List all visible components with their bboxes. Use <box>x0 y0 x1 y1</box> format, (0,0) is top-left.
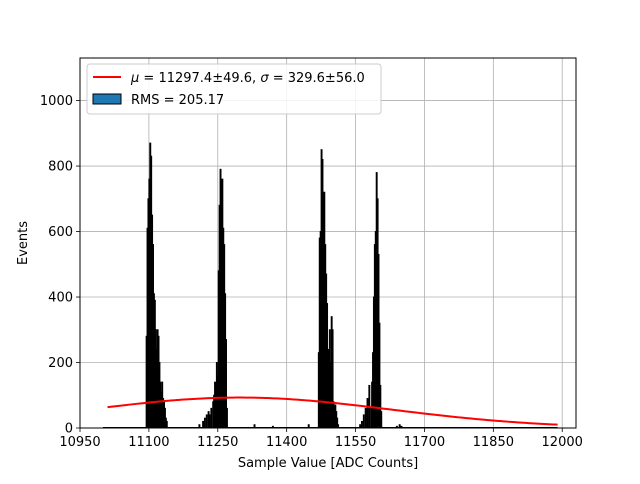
x-tick-label: 11700 <box>404 435 445 450</box>
legend-fit-label: μ = 11297.4±49.6, σ = 329.6±56.0 <box>130 71 365 86</box>
y-tick-label: 1000 <box>40 94 73 109</box>
fit-curve <box>107 396 558 426</box>
histogram-bar <box>205 414 208 429</box>
axes-frame <box>79 57 577 429</box>
x-tick-label: 11400 <box>266 435 307 450</box>
histogram-bars <box>102 142 558 429</box>
legend-mu-symbol: μ <box>130 71 139 86</box>
histogram-bar <box>210 407 213 429</box>
histogram-bar <box>362 414 365 429</box>
x-axis-ticks: 10950 11100 11250 11400 11550 11700 11850 12000 <box>59 428 583 450</box>
legend-sigma-symbol: σ <box>260 71 269 86</box>
x-tick-label: 10950 <box>59 435 100 450</box>
histogram-bar <box>366 398 369 429</box>
x-tick-label: 12000 <box>542 435 583 450</box>
histogram-bar <box>226 407 228 429</box>
y-axis-label: Events <box>16 221 31 265</box>
x-tick-label: 11550 <box>335 435 376 450</box>
y-tick-label: 0 <box>65 422 73 437</box>
legend-rms-patch-swatch <box>92 93 122 105</box>
legend-rms-label: RMS = 205.17 <box>131 93 224 108</box>
legend: μ = 11297.4±49.6, σ = 329.6±56.0 RMS = 2… <box>86 63 382 115</box>
histogram-bar <box>364 407 367 429</box>
y-tick-label: 600 <box>48 225 73 240</box>
fit-curve-group <box>107 396 558 426</box>
histogram-bar <box>208 414 211 429</box>
y-axis-ticks: 0 200 400 600 800 1000 <box>40 94 80 437</box>
x-tick-label: 11100 <box>128 435 169 450</box>
y-tick-label: 800 <box>48 160 73 175</box>
x-tick-label: 11850 <box>473 435 514 450</box>
x-axis-label: Sample Value [ADC Counts] <box>238 456 418 471</box>
legend-sigma-value: = 329.6±56.0 <box>269 71 365 86</box>
y-tick-label: 200 <box>48 356 73 371</box>
x-tick-label: 11250 <box>197 435 238 450</box>
legend-box <box>86 63 382 115</box>
histogram-bar <box>203 417 206 429</box>
histogram-bar <box>380 411 383 429</box>
y-tick-label: 400 <box>48 291 73 306</box>
legend-mu-value: = 11297.4±49.6, <box>139 71 260 86</box>
